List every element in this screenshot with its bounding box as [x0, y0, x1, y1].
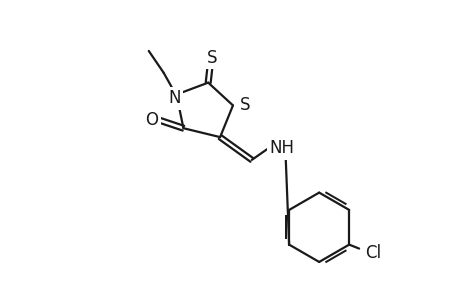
- Text: S: S: [239, 96, 250, 114]
- Text: NH: NH: [269, 139, 293, 157]
- Text: O: O: [145, 111, 158, 129]
- Text: N: N: [168, 89, 180, 107]
- Text: S: S: [207, 49, 217, 67]
- Text: Cl: Cl: [364, 244, 380, 262]
